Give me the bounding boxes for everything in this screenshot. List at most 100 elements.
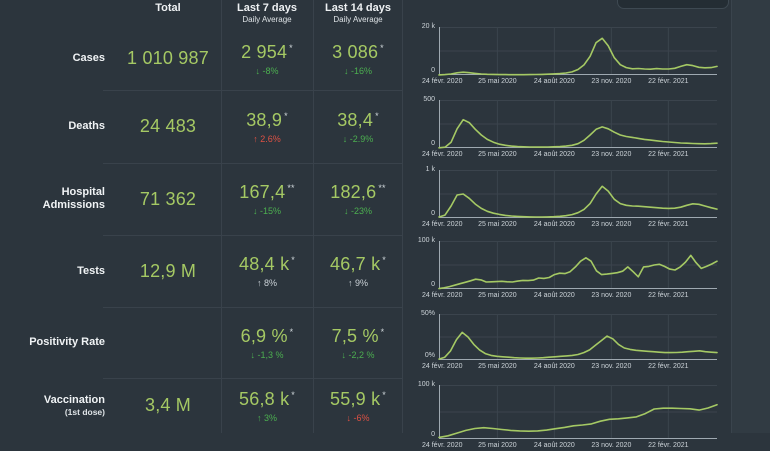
y-axis-min-label: 0: [431, 67, 435, 74]
deaths-avg7: 38,9 * ↑ 2.6%: [221, 90, 313, 163]
x-axis-labels: 24 févr. 2020 25 mai 2020 24 août 2020 23 n…: [422, 363, 717, 372]
column-divider: [221, 0, 222, 433]
row-label-vaccination: Vaccination (1st dose): [0, 378, 115, 433]
x-tick-label: 24 août 2020: [533, 151, 575, 158]
deaths-total: 24 483: [115, 90, 221, 163]
footnote-mark: *: [291, 255, 295, 265]
cases-sparkline: 20 k 0 24 févr. 2020 25 mai 2020 24 août 2…: [403, 23, 770, 90]
header-7d-label: Last 7 days: [237, 2, 297, 14]
hospital-plot-area[interactable]: [438, 170, 718, 218]
vaccination-avg14-value: 55,9 k *: [330, 388, 386, 409]
cases-avg14-change: ↓ -16%: [343, 65, 372, 76]
row-label-positivity-rate: Positivity Rate: [0, 307, 115, 378]
tests-sparkline: 100 k 0 24 févr. 2020 25 mai 2020 24 août …: [403, 235, 770, 307]
vaccination-total-value: 3,4 M: [144, 395, 192, 415]
x-tick-label: 23 nov. 2020: [591, 442, 632, 449]
y-axis-min-label: 0%: [424, 352, 435, 359]
footnote-mark: *: [289, 326, 294, 337]
y-axis-min-label: 0: [431, 210, 435, 217]
vaccination-avg14-change: ↓ -6%: [346, 412, 370, 423]
tests-avg14-value: 46,7 k *: [330, 254, 386, 274]
positivity-avg7-value: 6,9 % *: [240, 325, 294, 346]
hospital-avg14-change: ↓ -23%: [343, 206, 372, 216]
cases-plot-area[interactable]: [438, 27, 718, 76]
row-label-deaths: Deaths: [0, 90, 115, 163]
positivity-avg14: 7,5 % * ↓ -2,2 %: [313, 307, 403, 378]
positivity-avg14-change: ↓ -2,2 %: [341, 349, 375, 360]
tests-plot-area[interactable]: [438, 241, 718, 290]
row-label-text: Deaths: [68, 120, 105, 132]
right-edge-band: [731, 0, 770, 433]
x-tick-label: 24 févr. 2020: [422, 442, 463, 449]
x-tick-label: 24 août 2020: [533, 363, 575, 370]
cases-avg7: 2 954 * ↓ -8%: [221, 27, 313, 90]
cases-avg7-value: 2 954 *: [241, 41, 293, 62]
x-tick-label: 25 mai 2020: [478, 292, 517, 299]
footnote-mark: *: [289, 42, 293, 53]
row-divider: [103, 378, 403, 379]
hospital-chart-cell: 1 k 0 24 févr. 2020 25 mai 2020 24 août 20…: [403, 163, 770, 235]
cases-avg7-change: ↓ -8%: [255, 65, 279, 76]
positivity-plot-area[interactable]: [438, 314, 718, 360]
vaccination-sparkline: 100 k 0 24 févr. 2020 25 mai 2020 24 août …: [403, 378, 770, 449]
x-tick-label: 23 nov. 2020: [591, 363, 632, 370]
tests-avg7-change: ↑ 8%: [256, 278, 277, 288]
deaths-sparkline: 500 0 24 févr. 2020 25 mai 2020 24 août 20…: [403, 90, 770, 163]
x-tick-label: 24 août 2020: [533, 292, 575, 299]
deaths-avg7-change: ↑ 2.6%: [253, 133, 281, 144]
x-tick-label: 22 févr. 2021: [648, 363, 689, 370]
cases-chart-cell: 20 k 0 24 févr. 2020 25 mai 2020 24 août 2…: [403, 23, 770, 90]
row-label-text: Vaccination: [43, 394, 105, 406]
tests-avg14: 46,7 k * ↑ 9%: [313, 235, 403, 307]
cases-avg14: 3 086 * ↓ -16%: [313, 27, 403, 90]
hospital-avg14: 182,6 ** ↓ -23%: [313, 163, 403, 235]
x-tick-label: 24 févr. 2020: [422, 78, 463, 85]
x-tick-label: 24 août 2020: [533, 78, 575, 85]
footnote-mark: *: [382, 255, 386, 265]
x-tick-label: 23 nov. 2020: [591, 78, 632, 85]
footnote-mark: *: [380, 326, 385, 337]
vaccination-plot-area[interactable]: [438, 385, 718, 439]
header-total: Total: [115, 0, 221, 27]
cases-total-value: 1 010 987: [127, 48, 209, 68]
positivity-sparkline: 50% 0% 24 févr. 2020 25 mai 2020 24 août 2…: [403, 307, 770, 378]
vaccination-avg14: 55,9 k * ↓ -6%: [313, 378, 403, 433]
deaths-plot-area[interactable]: [438, 100, 718, 149]
hospital-total-value: 71 362: [139, 188, 197, 209]
x-tick-label: 25 mai 2020: [478, 221, 517, 228]
x-axis-labels: 24 févr. 2020 25 mai 2020 24 août 2020 23 n…: [422, 292, 717, 301]
y-axis-min-label: 0: [431, 281, 435, 288]
row-divider: [103, 163, 403, 164]
footnote-mark: *: [380, 42, 384, 53]
positivity-total: [115, 307, 221, 378]
deaths-avg7-value: 38,9 *: [246, 109, 288, 130]
y-axis-max-label: 500: [423, 96, 435, 103]
x-tick-label: 25 mai 2020: [478, 151, 517, 158]
vaccination-chart-cell: 100 k 0 24 févr. 2020 25 mai 2020 24 août …: [403, 378, 770, 449]
x-tick-label: 24 févr. 2020: [422, 221, 463, 228]
row-label-tests: Tests: [0, 235, 115, 307]
row-label-text: Tests: [77, 264, 105, 277]
column-divider: [402, 0, 403, 433]
x-tick-label: 22 févr. 2021: [648, 442, 689, 449]
header-14d-sublabel: Daily Average: [333, 15, 383, 24]
row-label-text: Positivity Rate: [29, 336, 105, 348]
x-tick-label: 22 févr. 2021: [648, 78, 689, 85]
y-axis-max-label: 50%: [420, 310, 435, 317]
collapsed-panel-button[interactable]: [617, 0, 729, 9]
x-tick-label: 24 févr. 2020: [422, 292, 463, 299]
deaths-chart-cell: 500 0 24 févr. 2020 25 mai 2020 24 août 20…: [403, 90, 770, 163]
tests-avg7-value: 48,4 k *: [239, 254, 295, 274]
y-axis-min-label: 0: [431, 431, 435, 438]
positivity-avg7-change: ↓ -1,3 %: [250, 349, 284, 360]
header-7d-sublabel: Daily Average: [242, 15, 292, 24]
hospital-avg7: 167,4 ** ↓ -15%: [221, 163, 313, 235]
x-tick-label: 23 nov. 2020: [591, 292, 632, 299]
footnote-mark: *: [382, 389, 386, 400]
footnote-mark: *: [291, 389, 295, 400]
x-tick-label: 22 févr. 2021: [648, 151, 689, 158]
header-last-14-days: Last 14 days Daily Average: [313, 0, 403, 27]
hospital-avg7-change: ↓ -15%: [252, 206, 281, 216]
deaths-avg14: 38,4 * ↓ -2.9%: [313, 90, 403, 163]
